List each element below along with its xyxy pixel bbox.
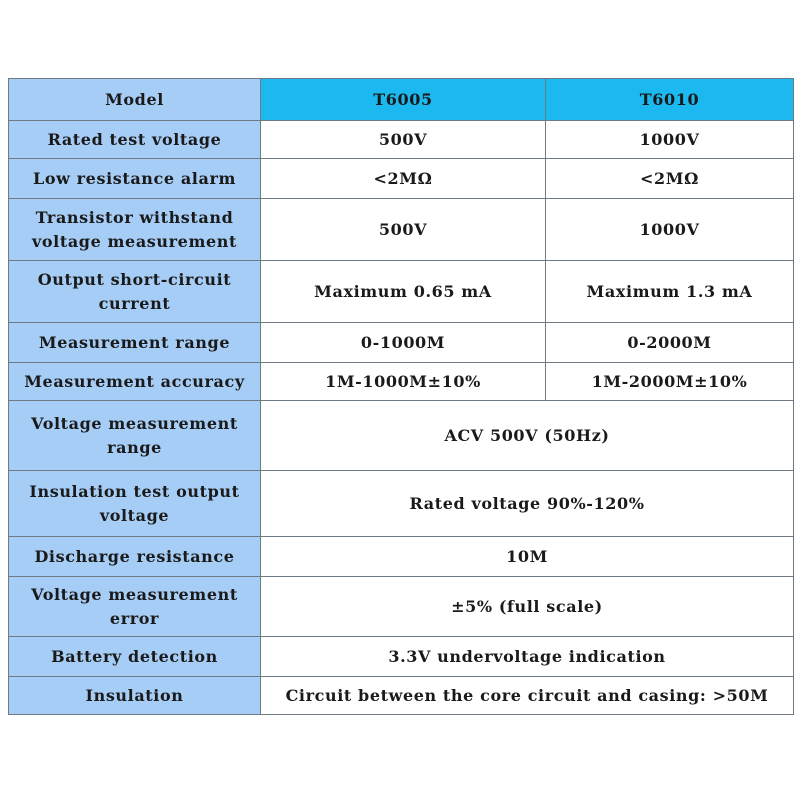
cell: Maximum 1.3 mA — [545, 260, 794, 323]
cell: 1000V — [545, 198, 794, 261]
cell: 1M-1000M±10% — [260, 362, 546, 401]
cell: Maximum 0.65 mA — [260, 260, 546, 323]
table-row: Low resistance alarm <2MΩ <2MΩ — [8, 158, 794, 199]
row-label: Discharge resistance — [8, 536, 261, 577]
cell: 1M-2000M±10% — [545, 362, 794, 401]
row-label: Insulation test output voltage — [8, 470, 261, 537]
cell: 3.3V undervoltage indication — [260, 636, 794, 677]
row-label: Measurement range — [8, 322, 261, 363]
table-row: Measurement range 0-1000M 0-2000M — [8, 322, 794, 363]
header-row: Model T6005 T6010 — [8, 78, 794, 121]
table-row: Voltage measurement range ACV 500V (50Hz… — [8, 400, 794, 471]
header-model-t6010: T6010 — [545, 78, 794, 121]
row-label: Transistor withstand voltage measurement — [8, 198, 261, 261]
row-label: Output short-circuit current — [8, 260, 261, 323]
cell: 0-1000M — [260, 322, 546, 363]
cell: <2MΩ — [545, 158, 794, 199]
row-label: Battery detection — [8, 636, 261, 677]
cell: 10M — [260, 536, 794, 577]
row-label: Low resistance alarm — [8, 158, 261, 199]
cell: 0-2000M — [545, 322, 794, 363]
row-label: Voltage measurement range — [8, 400, 261, 471]
table-row: Output short-circuit current Maximum 0.6… — [8, 260, 794, 323]
cell: ±5% (full scale) — [260, 576, 794, 637]
header-label: Model — [8, 78, 261, 121]
table-row: Rated test voltage 500V 1000V — [8, 120, 794, 159]
table-row: Insulation Circuit between the core circ… — [8, 676, 794, 715]
table-row: Voltage measurement error ±5% (full scal… — [8, 576, 794, 637]
table-row: Battery detection 3.3V undervoltage indi… — [8, 636, 794, 677]
row-label: Voltage measurement error — [8, 576, 261, 637]
header-model-t6005: T6005 — [260, 78, 546, 121]
row-label: Measurement accuracy — [8, 362, 261, 401]
cell: 500V — [260, 120, 546, 159]
row-label: Insulation — [8, 676, 261, 715]
table-row: Measurement accuracy 1M-1000M±10% 1M-200… — [8, 362, 794, 401]
cell: 1000V — [545, 120, 794, 159]
row-label: Rated test voltage — [8, 120, 261, 159]
cell: <2MΩ — [260, 158, 546, 199]
table-row: Insulation test output voltage Rated vol… — [8, 470, 794, 537]
cell: Rated voltage 90%-120% — [260, 470, 794, 537]
table-row: Transistor withstand voltage measurement… — [8, 198, 794, 261]
spec-table: Model T6005 T6010 Rated test voltage 500… — [8, 78, 794, 715]
cell: 500V — [260, 198, 546, 261]
cell: Circuit between the core circuit and cas… — [260, 676, 794, 715]
cell: ACV 500V (50Hz) — [260, 400, 794, 471]
table-row: Discharge resistance 10M — [8, 536, 794, 577]
